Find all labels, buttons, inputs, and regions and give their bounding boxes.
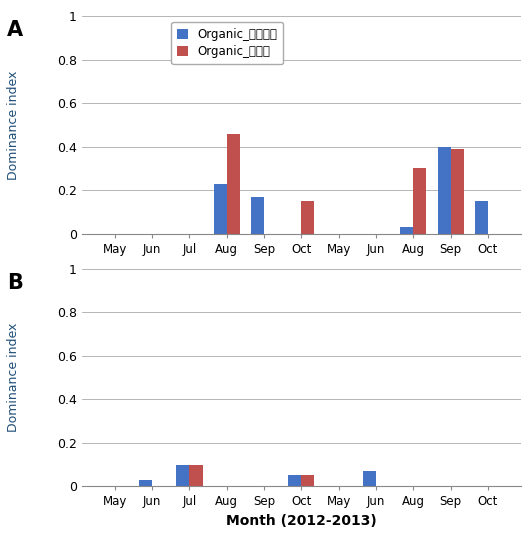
Bar xyxy=(227,134,240,233)
X-axis label: Month (2012-2013): Month (2012-2013) xyxy=(226,514,377,528)
Bar xyxy=(363,471,376,486)
Bar xyxy=(437,147,451,233)
Y-axis label: Dominance index: Dominance index xyxy=(7,323,20,432)
Bar xyxy=(301,201,314,233)
Bar xyxy=(177,465,189,486)
Text: B: B xyxy=(7,273,23,293)
Bar xyxy=(451,149,463,233)
Bar xyxy=(139,480,152,486)
Bar xyxy=(189,465,203,486)
Bar xyxy=(214,183,227,233)
Bar xyxy=(413,168,426,233)
Bar xyxy=(288,475,301,486)
Bar xyxy=(475,201,488,233)
Y-axis label: Dominance index: Dominance index xyxy=(7,70,20,179)
Bar xyxy=(251,197,264,233)
Text: A: A xyxy=(7,20,23,40)
Bar xyxy=(301,475,314,486)
Bar xyxy=(400,227,413,233)
Legend: Organic_메리골드, Organic_무처리: Organic_메리골드, Organic_무처리 xyxy=(171,22,283,64)
